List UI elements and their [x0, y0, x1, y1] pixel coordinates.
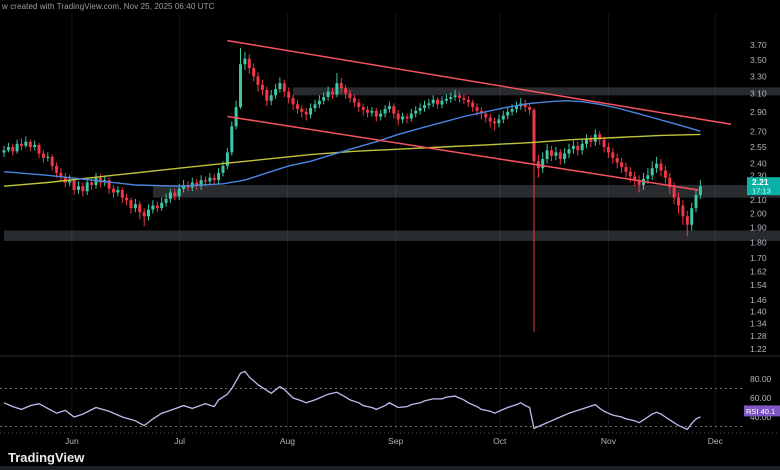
candles-group	[2, 48, 702, 332]
time-axis[interactable]: Jun Jul Aug Sep Oct Nov Dec	[65, 436, 724, 446]
ma-blue-line	[3, 99, 701, 187]
svg-text:2.90: 2.90	[750, 107, 767, 117]
svg-text:3.30: 3.30	[750, 71, 767, 81]
attribution-text: w created with TradingView.com, Nov 25, …	[2, 2, 215, 11]
pane-separators[interactable]	[0, 355, 780, 434]
svg-text:Jun: Jun	[65, 436, 79, 446]
svg-text:1.54: 1.54	[750, 280, 767, 290]
svg-text:60.00: 60.00	[750, 393, 772, 403]
svg-text:1.34: 1.34	[750, 318, 767, 328]
rsi-value-label: RSI 40.1	[744, 405, 780, 417]
trendline	[227, 115, 699, 191]
svg-text:Aug: Aug	[280, 436, 295, 446]
svg-text:1.80: 1.80	[750, 237, 767, 247]
svg-text:1.46: 1.46	[750, 295, 767, 305]
svg-text:2.40: 2.40	[750, 159, 767, 169]
bottom-strip	[0, 466, 780, 470]
svg-text:2.55: 2.55	[750, 142, 767, 152]
svg-text:2.30: 2.30	[750, 170, 767, 180]
svg-text:40.00: 40.00	[750, 412, 772, 422]
tradingview-logo: TradingView	[8, 450, 85, 465]
svg-text:1.90: 1.90	[750, 223, 767, 233]
month-gridlines	[71, 13, 716, 433]
sr-zone	[4, 230, 780, 241]
price-axis[interactable]: 3.70 3.50 3.30 3.10 2.90 2.70 2.55 2.402.30 2.10…	[750, 40, 767, 354]
svg-text:80.00: 80.00	[750, 374, 772, 384]
sr-zone	[152, 185, 780, 198]
svg-text:1.40: 1.40	[750, 306, 767, 316]
trendline	[227, 39, 732, 126]
svg-text:Dec: Dec	[708, 436, 724, 446]
svg-text:1.62: 1.62	[750, 266, 767, 276]
svg-text:3.50: 3.50	[750, 55, 767, 65]
svg-text:2.21: 2.21	[752, 177, 769, 187]
svg-text:RSI 40.1: RSI 40.1	[746, 407, 775, 416]
svg-text:1.22: 1.22	[750, 344, 767, 354]
svg-text:Jul: Jul	[174, 436, 185, 446]
svg-text:17:13: 17:13	[752, 187, 771, 196]
svg-text:Nov: Nov	[601, 436, 617, 446]
svg-text:2.70: 2.70	[750, 126, 767, 136]
svg-text:3.10: 3.10	[750, 89, 767, 99]
svg-text:2.10: 2.10	[750, 195, 767, 205]
svg-text:1.28: 1.28	[750, 331, 767, 341]
trendlines-group	[227, 39, 732, 191]
svg-text:Oct: Oct	[493, 436, 507, 446]
svg-text:1.70: 1.70	[750, 253, 767, 263]
svg-text:Sep: Sep	[388, 436, 403, 446]
svg-text:2.00: 2.00	[750, 209, 767, 219]
rsi-line	[3, 370, 701, 431]
ma-yellow-line	[3, 133, 701, 187]
svg-text:3.70: 3.70	[750, 40, 767, 50]
sr-zones-group	[4, 87, 780, 241]
